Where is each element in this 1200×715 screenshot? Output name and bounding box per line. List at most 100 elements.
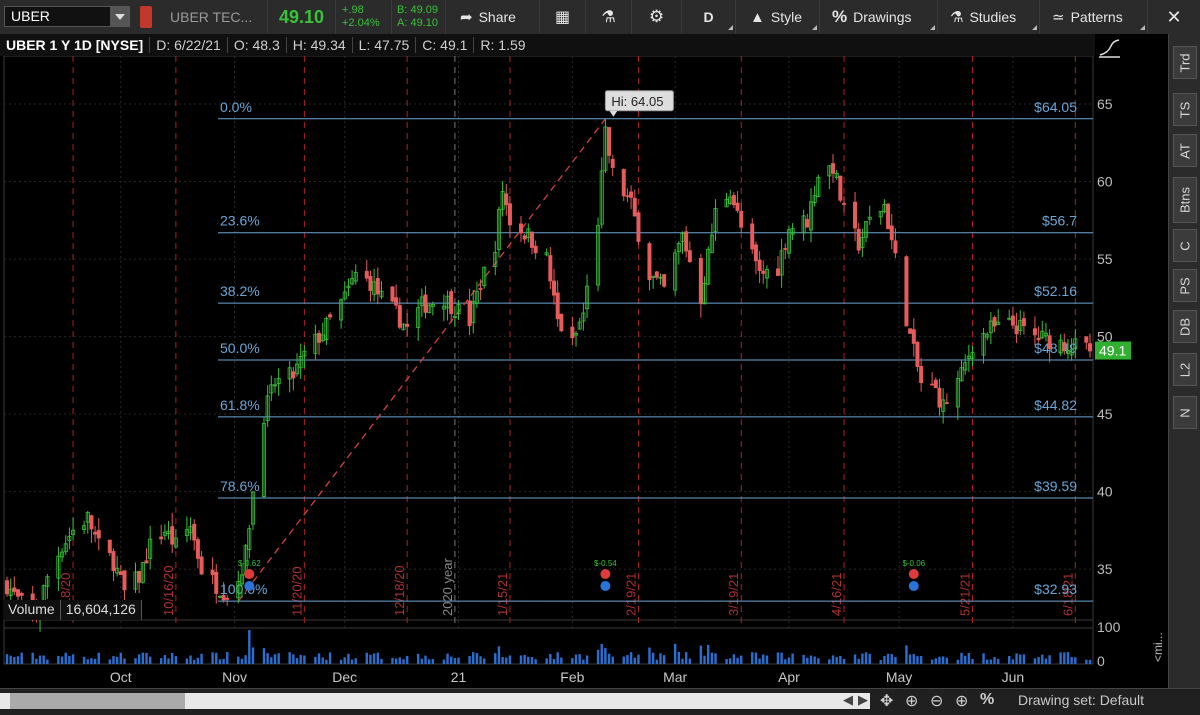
high-price-callout xyxy=(604,90,674,112)
volume-bar xyxy=(736,657,739,664)
fib-anchor-trendline[interactable] xyxy=(237,118,606,602)
style-button[interactable]: ▲ Style xyxy=(736,0,820,34)
patterns-label: Patterns xyxy=(1070,9,1123,25)
drawing-set-label[interactable]: Drawing set: Default xyxy=(1018,692,1145,708)
chart-canvas[interactable]: 9/18/20 10/16/20 11/20/20 12/18/20 2020 year… xyxy=(0,34,1168,688)
link-flag-icon[interactable] xyxy=(140,6,152,28)
sidebar-tab-l2[interactable]: L2 xyxy=(1173,353,1197,386)
fib-trendline[interactable] xyxy=(237,118,606,602)
volume-bar xyxy=(607,653,611,664)
autofit-icon[interactable] xyxy=(1099,39,1120,56)
candle-body xyxy=(801,215,806,234)
volume-bar xyxy=(1011,659,1015,664)
price-axis[interactable]: 35 40 45 50 55 60 65 100 0 <mi... 49.1 xyxy=(1095,39,1165,669)
candle-body xyxy=(970,352,975,359)
volume-bar xyxy=(350,659,354,664)
volume-bar xyxy=(163,655,167,664)
candle-body xyxy=(838,175,843,201)
volume-bar xyxy=(325,659,328,664)
sidebar-tab-trd[interactable]: Trd xyxy=(1173,46,1197,79)
drawings-button[interactable]: % Drawings xyxy=(820,0,938,34)
candle-body xyxy=(548,255,553,282)
dividend-info-icon[interactable] xyxy=(244,581,255,591)
sidebar-tab-c[interactable]: C xyxy=(1173,229,1197,262)
zoom-in-icon[interactable]: ⊕ xyxy=(955,693,969,710)
symbol-input[interactable]: UBER xyxy=(4,6,130,27)
candle-body xyxy=(904,256,909,327)
volume-bar xyxy=(376,652,379,664)
chart-overlays: Hi: 64.05 xyxy=(604,90,674,117)
aggregation-label: D xyxy=(703,9,714,25)
candle-body xyxy=(724,198,729,208)
sidebar-tab-ts[interactable]: TS xyxy=(1173,93,1197,126)
dividend-info-icon[interactable] xyxy=(600,581,611,591)
time-axis[interactable]: Oct Nov Dec 21 Feb Mar Apr May Jun xyxy=(110,669,1024,685)
candle-body xyxy=(269,384,274,394)
crosshair-icon[interactable]: ⊕ xyxy=(905,693,919,710)
sidebar-tab-n[interactable]: N xyxy=(1173,396,1197,429)
percent-icon[interactable]: % xyxy=(980,691,995,708)
candle-body xyxy=(636,212,641,242)
volume-bar xyxy=(1041,654,1044,664)
candle-body xyxy=(522,235,527,240)
volume-bar xyxy=(982,653,985,664)
zoom-out-icon[interactable]: ⊖ xyxy=(930,693,944,710)
patterns-button[interactable]: ≃ Patterns xyxy=(1040,0,1148,34)
dividend-info-icon[interactable] xyxy=(908,581,919,591)
share-button[interactable]: ➦ Share xyxy=(446,0,540,34)
bid-ask-block: B: 49.09 A: 49.10 xyxy=(392,0,446,34)
time-scrollbar[interactable]: ◀ ▶ xyxy=(0,692,870,709)
sidebar-tab-at[interactable]: AT xyxy=(1173,134,1197,167)
volume-bar xyxy=(534,659,537,664)
sidebar-tab-db[interactable]: DB xyxy=(1173,310,1197,343)
candle-body xyxy=(581,312,586,322)
volume-bar xyxy=(148,656,152,664)
sidebar-tab-btns[interactable]: Btns xyxy=(1173,177,1197,223)
close-button[interactable]: ✕ xyxy=(1148,0,1200,34)
settings-button[interactable]: ⚙ xyxy=(632,0,682,34)
candle-body xyxy=(507,203,512,226)
candle-body xyxy=(518,223,523,234)
scroll-right-icon[interactable]: ▶ xyxy=(858,692,868,707)
volume-bar xyxy=(673,643,677,664)
candle-body xyxy=(893,240,898,254)
volume-bar xyxy=(905,645,908,664)
aggregation-button[interactable]: D xyxy=(682,0,736,34)
candle-body xyxy=(1065,350,1070,354)
candle-body xyxy=(239,574,244,585)
symbol-dropdown-button[interactable] xyxy=(110,7,129,26)
collapse-panel-label[interactable]: <mi... xyxy=(1151,632,1165,662)
fib-percent-label: 100.0% xyxy=(220,581,267,597)
candle-body xyxy=(1047,335,1052,349)
candle-body xyxy=(397,305,402,328)
candle-body xyxy=(944,402,949,404)
scroll-left-icon[interactable]: ◀ xyxy=(843,692,853,707)
alerts-button[interactable]: ▦ xyxy=(540,0,586,34)
expiration-label: 6/18/21 xyxy=(1060,573,1075,616)
candle-body xyxy=(856,228,861,251)
lab-button[interactable]: ⚗ xyxy=(586,0,632,34)
earnings-icon[interactable] xyxy=(600,569,611,579)
close-icon: ✕ xyxy=(1166,6,1182,27)
scrollbar-thumb[interactable] xyxy=(10,693,185,709)
volume-bar xyxy=(864,652,868,664)
candle-body xyxy=(889,225,894,241)
earnings-icon[interactable] xyxy=(908,569,919,579)
candle-body xyxy=(992,317,997,327)
volume-bar xyxy=(941,656,945,664)
info-range: R: 1.59 xyxy=(480,37,526,53)
volume-bar xyxy=(35,658,38,664)
fibonacci-retracement[interactable]: 0.0% $64.05 23.6% $56.7 38.2% $52.16 50.0% $48.… xyxy=(218,99,1093,602)
candle-body xyxy=(805,219,810,228)
candle-body xyxy=(148,538,153,559)
candle-body xyxy=(1058,339,1063,354)
pan-icon[interactable]: ✥ xyxy=(880,693,894,710)
candle-body xyxy=(812,195,817,203)
studies-button[interactable]: ⚗ Studies xyxy=(938,0,1040,34)
candle-body xyxy=(339,299,344,321)
sidebar-tab-ps[interactable]: PS xyxy=(1173,269,1197,302)
candle-body xyxy=(427,304,432,313)
volume-bar xyxy=(115,657,119,664)
candle-body xyxy=(405,323,410,327)
earnings-icon[interactable] xyxy=(244,569,255,579)
